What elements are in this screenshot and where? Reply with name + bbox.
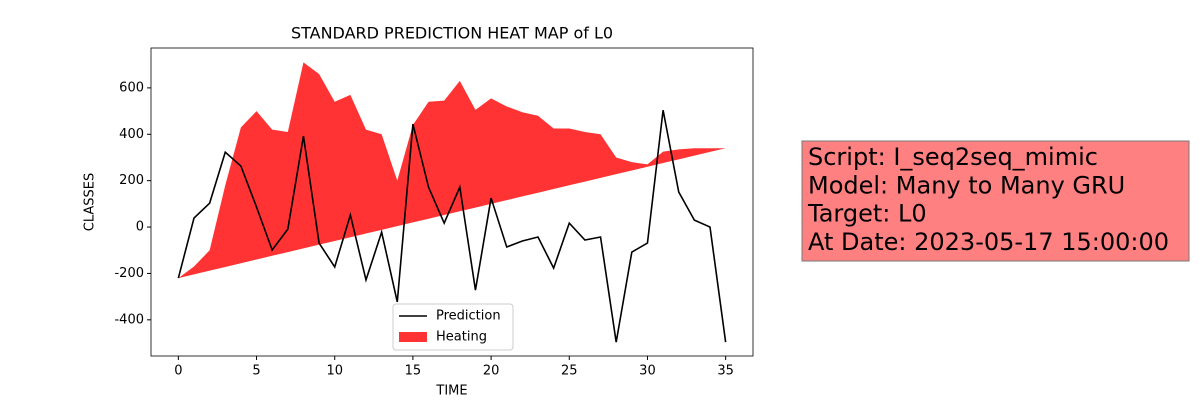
x-axis-label: TIME (435, 384, 467, 399)
y-tick-label: -200 (114, 266, 144, 281)
x-tick-label: 35 (717, 364, 734, 379)
x-tick-label: 20 (483, 364, 500, 379)
chart-title: STANDARD PREDICTION HEAT MAP of L0 (291, 24, 613, 43)
y-tick-label: -400 (114, 312, 144, 327)
annotation-line: Model: Many to Many GRU (808, 171, 1125, 199)
heating-area (178, 62, 726, 279)
annotation-line: Script: I_seq2seq_mimic (808, 143, 1098, 171)
annotation-line: Target: L0 (807, 200, 927, 228)
prediction-line (177, 110, 727, 343)
y-tick-label: 600 (119, 80, 144, 95)
legend-label: Heating (436, 330, 487, 345)
y-tick-label: 0 (136, 220, 144, 235)
annotation-box (801, 140, 1190, 262)
y-tick-label: 400 (119, 127, 144, 142)
x-tick-label: 25 (561, 364, 578, 379)
plot-frame (150, 47, 754, 357)
legend-swatch (399, 332, 427, 342)
x-tick-label: 5 (252, 364, 260, 379)
x-tick-label: 10 (326, 364, 343, 379)
y-axis-label: CLASSES (83, 173, 98, 231)
x-tick-label: 15 (405, 364, 422, 379)
x-tick-label: 0 (174, 364, 182, 379)
annotation-line: At Date: 2023-05-17 15:00:00 (808, 228, 1169, 256)
x-tick-label: 30 (639, 364, 656, 379)
y-tick-label: 200 (119, 173, 144, 188)
legend-label: Prediction (436, 309, 501, 324)
